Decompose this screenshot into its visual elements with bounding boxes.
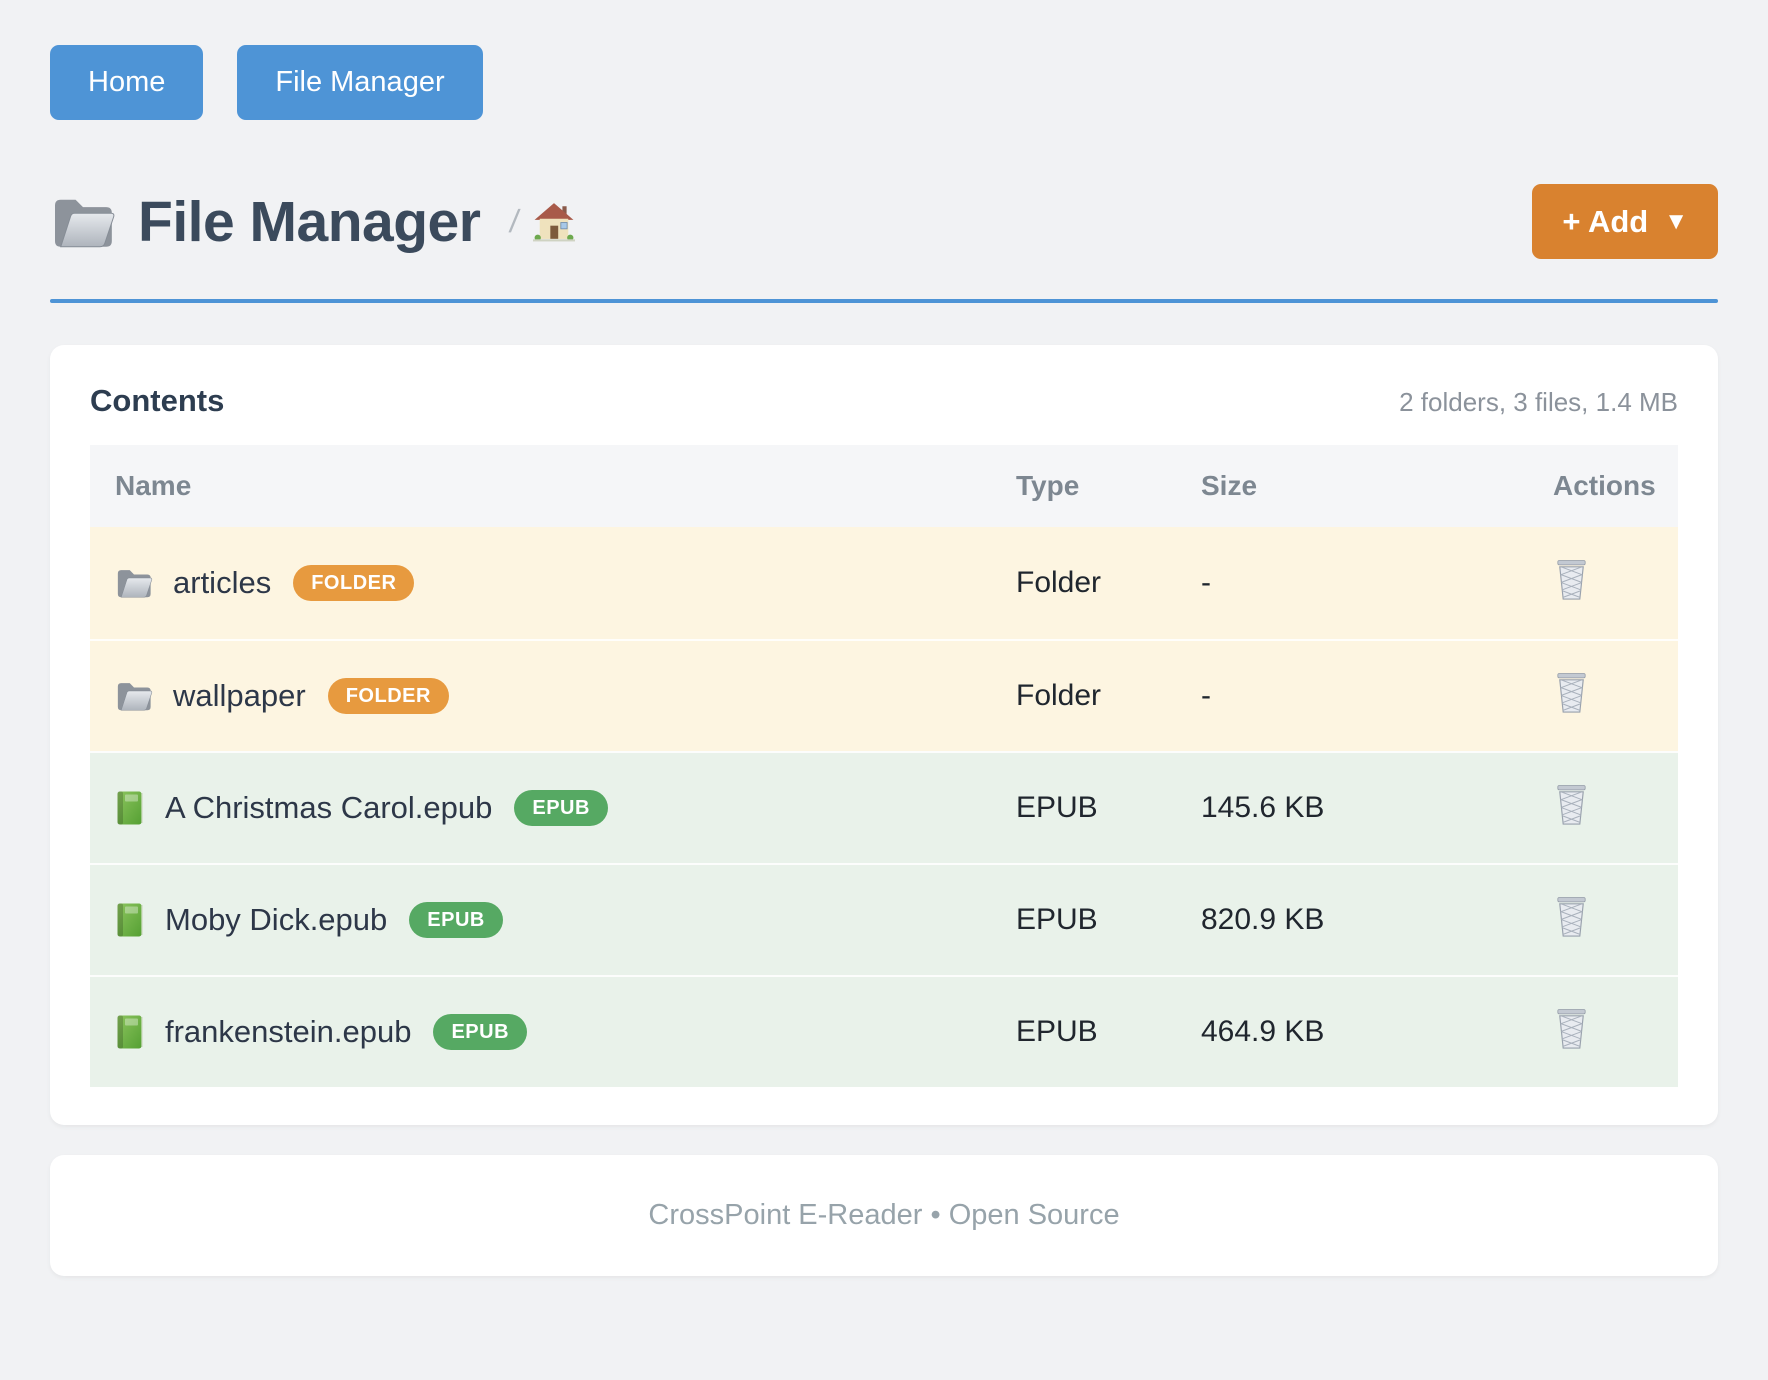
delete-button[interactable]: [1553, 1008, 1590, 1051]
status-badge: EPUB: [409, 902, 503, 938]
delete-button[interactable]: [1553, 896, 1590, 939]
top-nav: Home File Manager: [50, 0, 1718, 120]
column-header-actions: Actions: [1553, 470, 1656, 501]
breadcrumb: /: [507, 201, 576, 243]
chevron-down-icon: ▼: [1664, 207, 1688, 235]
header-divider: [50, 299, 1718, 303]
delete-button[interactable]: [1553, 672, 1590, 715]
book-icon: [115, 902, 145, 938]
size-cell: -: [1201, 679, 1211, 712]
file-name[interactable]: articles: [173, 565, 272, 600]
type-cell: EPUB: [1016, 1015, 1098, 1048]
book-icon: [115, 790, 145, 826]
table-row: wallpaper FOLDER Folder -: [90, 639, 1678, 751]
footer-text: CrossPoint E-Reader • Open Source: [648, 1199, 1120, 1231]
size-cell: 145.6 KB: [1201, 791, 1325, 824]
status-badge: FOLDER: [327, 678, 449, 714]
folder-icon: [50, 194, 116, 250]
file-manager-button[interactable]: File Manager: [237, 45, 483, 120]
card-title: Contents: [90, 383, 225, 418]
folder-icon: [115, 566, 153, 600]
trash-icon: [1557, 1009, 1586, 1049]
book-icon: [115, 1014, 145, 1050]
column-header-type: Type: [1016, 470, 1080, 501]
trash-icon: [1557, 897, 1586, 937]
size-cell: 820.9 KB: [1201, 903, 1325, 936]
status-badge: FOLDER: [293, 565, 415, 601]
contents-card: Contents 2 folders, 3 files, 1.4 MB Name…: [50, 345, 1718, 1125]
size-cell: -: [1201, 566, 1211, 599]
delete-button[interactable]: [1553, 784, 1590, 827]
add-button-label: + Add: [1562, 204, 1649, 239]
contents-summary: 2 folders, 3 files, 1.4 MB: [1399, 387, 1678, 417]
type-cell: Folder: [1016, 566, 1102, 599]
trash-icon: [1557, 785, 1586, 825]
column-header-size: Size: [1201, 470, 1258, 501]
home-button[interactable]: Home: [50, 45, 204, 120]
table-row: Moby Dick.epub EPUB EPUB 820.9 KB: [90, 863, 1678, 975]
trash-icon: [1557, 560, 1586, 600]
page-title: File Manager: [138, 189, 481, 254]
footer: CrossPoint E-Reader • Open Source: [50, 1155, 1718, 1276]
type-cell: Folder: [1016, 679, 1102, 712]
size-cell: 464.9 KB: [1201, 1015, 1325, 1048]
home-icon[interactable]: [533, 201, 576, 243]
file-table: Name Type Size Actions articles FOLDER: [90, 445, 1678, 1087]
status-badge: EPUB: [514, 790, 608, 826]
card-header: Contents 2 folders, 3 files, 1.4 MB: [90, 383, 1678, 419]
delete-button[interactable]: [1553, 559, 1590, 602]
type-cell: EPUB: [1016, 903, 1098, 936]
table-row: frankenstein.epub EPUB EPUB 464.9 KB: [90, 975, 1678, 1087]
breadcrumb-separator: /: [507, 203, 522, 239]
page-header: File Manager / + Add ▼: [50, 184, 1718, 259]
file-name[interactable]: frankenstein.epub: [165, 1014, 412, 1049]
trash-icon: [1557, 673, 1586, 713]
add-button[interactable]: + Add ▼: [1532, 184, 1718, 259]
table-row: articles FOLDER Folder -: [90, 527, 1678, 639]
file-name[interactable]: wallpaper: [173, 678, 306, 713]
table-row: A Christmas Carol.epub EPUB EPUB 145.6 K…: [90, 751, 1678, 863]
table-header-row: Name Type Size Actions: [90, 445, 1678, 527]
folder-icon: [115, 679, 153, 713]
file-name[interactable]: Moby Dick.epub: [165, 902, 388, 937]
type-cell: EPUB: [1016, 791, 1098, 824]
file-name[interactable]: A Christmas Carol.epub: [165, 790, 493, 825]
column-header-name: Name: [115, 470, 192, 501]
status-badge: EPUB: [433, 1014, 528, 1050]
